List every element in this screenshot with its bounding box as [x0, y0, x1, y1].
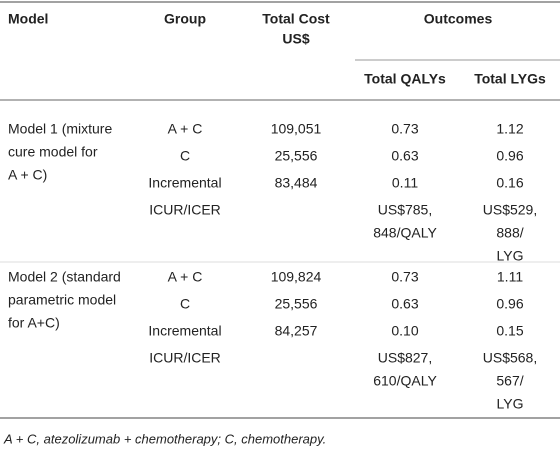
group-cell: ICUR/ICER [149, 202, 221, 218]
lygs-cell: 0.16 [496, 175, 523, 191]
qalys-cell: 0.73 [391, 269, 418, 285]
lygs-cell: 0.96 [496, 296, 523, 312]
lygs-cell: 0.96 [496, 148, 523, 164]
header-cell: Model [8, 11, 48, 27]
lygs-cell: 1.12 [496, 121, 523, 137]
header-cell: Total Cost [262, 11, 330, 27]
group-cell: ICUR/ICER [149, 350, 221, 366]
lygs-cell: US$529, [483, 202, 537, 218]
lygs-cell: LYG [497, 248, 524, 264]
header-cell: Total LYGs [474, 71, 546, 87]
lygs-cell: 0.15 [496, 323, 523, 339]
model-label: cure model for [8, 144, 98, 160]
cost-cell: 25,556 [275, 296, 318, 312]
qalys-cell: 0.10 [391, 323, 418, 339]
header-cell: Total QALYs [364, 71, 446, 87]
qalys-cell: US$785, [378, 202, 432, 218]
model-label: for A+C) [8, 315, 60, 331]
cost-cell: 109,824 [271, 269, 322, 285]
header-cell: Outcomes [424, 11, 493, 27]
group-cell: C [180, 296, 190, 312]
cost-cell: 83,484 [275, 175, 318, 191]
header-cell: Group [164, 11, 206, 27]
model-label: A + C) [8, 167, 47, 183]
qalys-cell: 848/QALY [373, 225, 437, 241]
group-cell: C [180, 148, 190, 164]
header-cell: US$ [282, 31, 309, 47]
cost-cell: 25,556 [275, 148, 318, 164]
qalys-cell: 0.63 [391, 296, 418, 312]
qalys-cell: 0.11 [392, 175, 418, 191]
lygs-cell: 1.11 [497, 269, 523, 285]
qalys-cell: 610/QALY [373, 373, 437, 389]
model-label: Model 1 (mixture [8, 121, 112, 137]
group-cell: A + C [168, 121, 203, 137]
qalys-cell: 0.63 [391, 148, 418, 164]
model-label: Model 2 (standard [8, 269, 121, 285]
group-cell: A + C [168, 269, 203, 285]
model-label: parametric model [8, 292, 116, 308]
qalys-cell: 0.73 [391, 121, 418, 137]
lygs-cell: 567/ [496, 373, 523, 389]
cost-cell: 84,257 [275, 323, 318, 339]
group-cell: Incremental [148, 323, 221, 339]
lygs-cell: LYG [497, 396, 524, 412]
cost-cell: 109,051 [271, 121, 322, 137]
lygs-cell: 888/ [496, 225, 523, 241]
lygs-cell: US$568, [483, 350, 537, 366]
group-cell: Incremental [148, 175, 221, 191]
footnote: A + C, atezolizumab + chemotherapy; C, c… [3, 431, 326, 446]
qalys-cell: US$827, [378, 350, 432, 366]
